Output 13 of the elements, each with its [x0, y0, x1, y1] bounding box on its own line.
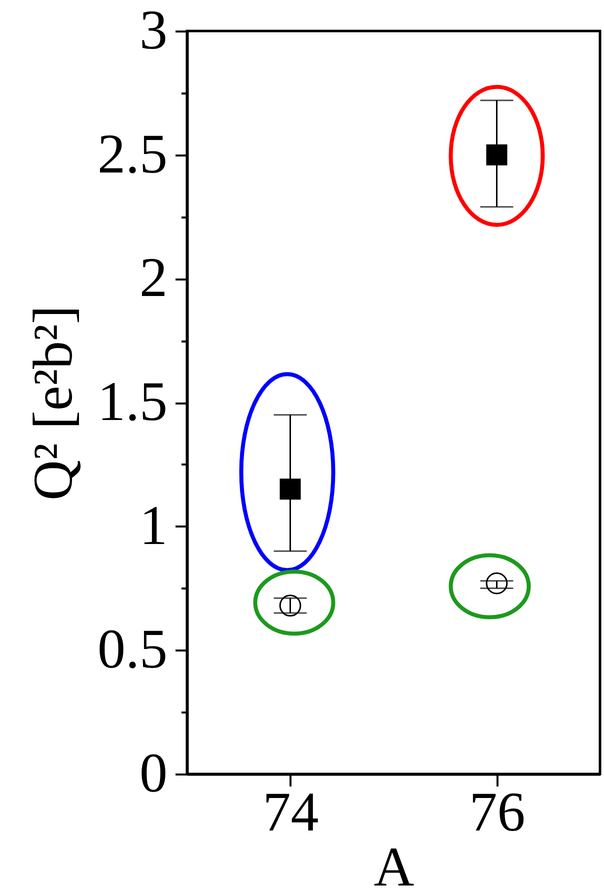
- y-tick-label: 1: [140, 494, 168, 557]
- y-tick-label: 3: [140, 0, 168, 62]
- y-tick-label: 2: [140, 247, 168, 310]
- point: [486, 144, 508, 166]
- x-tick-label: 74: [262, 782, 319, 844]
- y-tick-label: 1.5: [98, 371, 168, 433]
- y-tick-label: 2.5: [98, 123, 168, 186]
- y-axis-title: Q² [e²b²]: [22, 306, 84, 500]
- x-tick-label: 76: [469, 782, 526, 844]
- x-axis-title: A: [374, 836, 415, 889]
- y-tick-label: 0: [140, 742, 168, 804]
- y-tick-label: 0.5: [98, 618, 168, 681]
- point: [280, 478, 301, 500]
